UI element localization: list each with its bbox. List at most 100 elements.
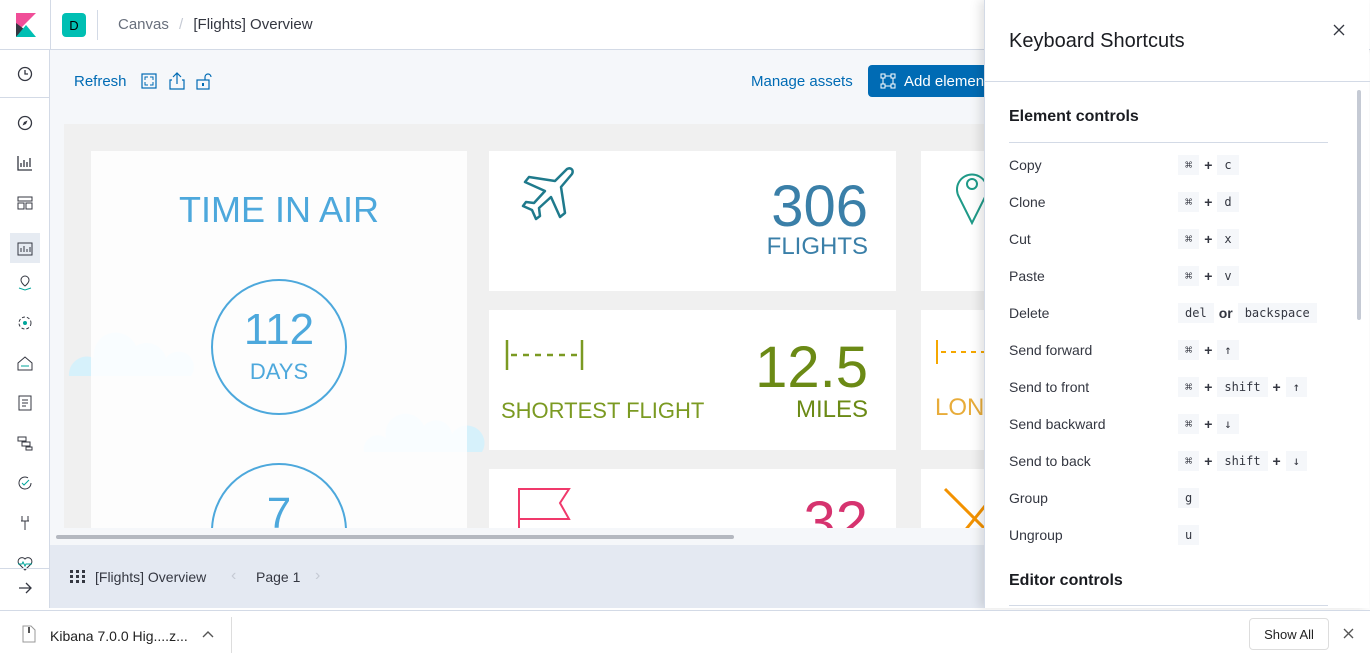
shortcut-label: Send forward xyxy=(1009,342,1093,358)
close-downloads-icon[interactable] xyxy=(1343,628,1354,639)
section-element-controls: Element controls xyxy=(1009,108,1139,125)
destinations-card[interactable] xyxy=(921,151,984,291)
uptime-icon[interactable] xyxy=(15,473,35,493)
key-cap: u xyxy=(1178,525,1200,545)
logs-icon[interactable] xyxy=(15,393,35,413)
apm-icon[interactable] xyxy=(15,433,35,453)
shortest-flight-card[interactable]: SHORTEST FLIGHT 12.5 MILES xyxy=(489,310,896,450)
dev-tools-icon[interactable] xyxy=(15,513,35,533)
time-in-air-card[interactable]: TIME IN AIR 112 DAYS 7 xyxy=(91,151,467,528)
key-cap: ⌘ xyxy=(1178,192,1200,212)
flyout-scrollbar[interactable] xyxy=(1357,90,1361,320)
maps-icon[interactable] xyxy=(15,273,35,293)
close-icon[interactable] xyxy=(1333,24,1345,36)
map-pin-icon xyxy=(956,173,984,225)
shortcut-label: Send to front xyxy=(1009,379,1090,395)
sidebar-nav xyxy=(0,50,50,608)
unlock-icon[interactable] xyxy=(196,72,214,90)
shortcut-row: Send to front ⌘ + shift + ↑ xyxy=(1009,375,1329,399)
days-gauge: 112 DAYS xyxy=(211,279,347,415)
shortcut-row: Delete del or backspace xyxy=(1009,301,1329,325)
horizontal-scrollbar[interactable] xyxy=(50,528,984,545)
previous-page-icon[interactable]: ‹ xyxy=(231,567,237,584)
kibana-logo-icon[interactable] xyxy=(16,13,36,37)
shortcut-label: Group xyxy=(1009,490,1048,506)
monitoring-icon[interactable] xyxy=(15,553,35,573)
key-separator: + xyxy=(1204,342,1213,358)
flights-count: 306 xyxy=(771,174,868,239)
compass-icon[interactable] xyxy=(15,113,35,133)
breadcrumb-current: [Flights] Overview xyxy=(193,16,313,33)
refresh-button[interactable]: Refresh xyxy=(74,73,127,90)
grid-icon[interactable] xyxy=(70,570,85,584)
page-indicator[interactable]: Page 1 xyxy=(256,569,301,585)
collapse-arrow-icon[interactable] xyxy=(15,578,35,598)
shortest-flight-unit: MILES xyxy=(795,396,868,423)
key-cap: v xyxy=(1217,266,1239,286)
breadcrumb-canvas[interactable]: Canvas xyxy=(118,16,169,33)
key-separator: + xyxy=(1272,379,1281,395)
key-cap: ⌘ xyxy=(1178,155,1200,175)
key-cap: ⌘ xyxy=(1178,266,1200,286)
visualize-icon[interactable] xyxy=(15,153,35,173)
shortcut-label: Ungroup xyxy=(1009,527,1063,543)
key-separator: + xyxy=(1204,231,1213,247)
machine-learning-icon[interactable] xyxy=(15,313,35,333)
cancellations-card[interactable] xyxy=(921,469,984,528)
shortcut-label: Send backward xyxy=(1009,416,1106,432)
shortcut-row: Copy ⌘ + c xyxy=(1009,153,1329,177)
flyout-title: Keyboard Shortcuts xyxy=(1009,30,1185,52)
delays-card[interactable]: 32 xyxy=(489,469,896,528)
key-cap: del xyxy=(1178,303,1214,323)
key-cap: shift xyxy=(1217,451,1268,471)
hours-gauge: 7 xyxy=(211,463,347,528)
shortcut-row: Clone ⌘ + d xyxy=(1009,190,1329,214)
workpad-canvas[interactable]: TIME IN AIR 112 DAYS 7 306 FLIGHTS SHORT… xyxy=(64,124,984,528)
key-cap: ↑ xyxy=(1285,377,1307,397)
shortcut-label: Copy xyxy=(1009,157,1042,173)
space-avatar[interactable]: D xyxy=(62,13,86,37)
share-icon[interactable] xyxy=(169,72,185,90)
shortcut-label: Cut xyxy=(1009,231,1031,247)
key-cap: x xyxy=(1217,229,1239,249)
key-separator: + xyxy=(1204,157,1213,173)
key-separator: + xyxy=(1272,453,1281,469)
key-cap: ⌘ xyxy=(1178,229,1200,249)
shortest-flight-label: SHORTEST FLIGHT xyxy=(501,398,705,423)
key-separator: or xyxy=(1218,305,1233,321)
add-element-button[interactable]: Add element xyxy=(868,65,998,97)
infrastructure-icon[interactable] xyxy=(15,353,35,373)
key-separator: + xyxy=(1204,379,1213,395)
shortest-flight-value: 12.5 xyxy=(755,335,868,400)
workpad-name[interactable]: [Flights] Overview xyxy=(95,569,207,585)
show-all-button[interactable]: Show All xyxy=(1249,618,1329,650)
clock-icon[interactable] xyxy=(15,64,35,84)
add-element-icon xyxy=(880,73,896,89)
scrollbar-thumb[interactable] xyxy=(56,535,734,539)
download-file-name[interactable]: Kibana 7.0.0 Hig....z... xyxy=(50,628,188,644)
delays-value: 32 xyxy=(803,490,868,528)
key-cap: ↓ xyxy=(1285,451,1307,471)
canvas-icon[interactable] xyxy=(10,233,40,263)
fullscreen-icon[interactable] xyxy=(141,73,157,89)
shortcut-row: Send to back ⌘ + shift + ↓ xyxy=(1009,449,1329,473)
shortcut-row: Send forward ⌘ + ↑ xyxy=(1009,338,1329,362)
key-cap: ↑ xyxy=(1217,340,1239,360)
breadcrumb: Canvas / [Flights] Overview xyxy=(118,16,313,33)
key-cap: ↓ xyxy=(1217,414,1239,434)
dashboard-icon[interactable] xyxy=(15,193,35,213)
manage-assets-button[interactable]: Manage assets xyxy=(751,73,853,90)
next-page-icon[interactable]: › xyxy=(315,567,321,584)
shortcut-label: Clone xyxy=(1009,194,1046,210)
longest-flight-card[interactable]: LON xyxy=(921,310,984,450)
chevron-up-icon[interactable] xyxy=(202,630,214,638)
shortcut-label: Delete xyxy=(1009,305,1050,321)
flag-icon xyxy=(518,488,571,528)
flights-label: FLIGHTS xyxy=(766,233,868,260)
flights-card[interactable]: 306 FLIGHTS xyxy=(489,151,896,291)
distance-ruler-icon xyxy=(505,340,584,370)
key-separator: + xyxy=(1204,268,1213,284)
download-bar: Kibana 7.0.0 Hig....z... Show All xyxy=(0,610,1370,660)
key-cap: backspace xyxy=(1237,303,1317,323)
key-cap: ⌘ xyxy=(1178,377,1200,397)
